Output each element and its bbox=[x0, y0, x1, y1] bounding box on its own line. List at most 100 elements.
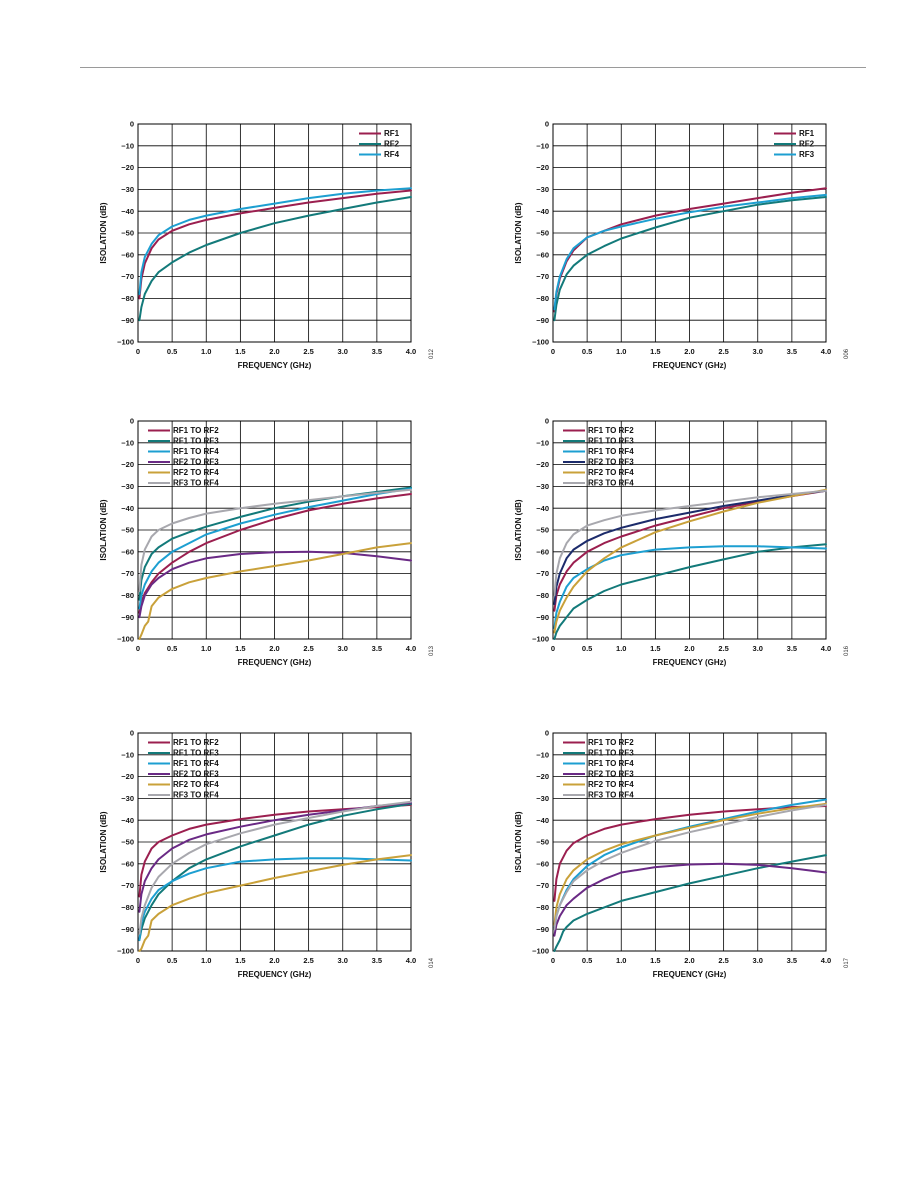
y-tick-label: −30 bbox=[536, 794, 549, 803]
x-tick-label: 0 bbox=[136, 347, 140, 356]
y-tick-label: −40 bbox=[536, 816, 549, 825]
x-tick-label: 2.5 bbox=[303, 956, 313, 965]
legend-label: RF1 TO RF2 bbox=[588, 426, 634, 435]
x-axis-label: FREQUENCY (GHz) bbox=[653, 361, 727, 370]
x-tick-label: 1.5 bbox=[235, 956, 245, 965]
y-tick-label: −10 bbox=[121, 141, 134, 150]
y-tick-label: −10 bbox=[536, 438, 549, 447]
header-rule bbox=[80, 67, 866, 68]
legend-label: RF1 bbox=[799, 129, 815, 138]
y-tick-label: −50 bbox=[121, 526, 134, 535]
series-line bbox=[138, 803, 412, 898]
chart-4: 0 0.5 1.0 1.5 2.0 2.5 3.0 3.5 4.0 0 −10 −20 −30 −40 −5… bbox=[505, 409, 865, 669]
legend-label: RF1 TO RF3 bbox=[588, 749, 634, 758]
series-line bbox=[138, 488, 412, 592]
y-tick-label: −60 bbox=[121, 250, 134, 259]
y-tick-label: −80 bbox=[121, 903, 134, 912]
y-tick-label: 0 bbox=[545, 120, 549, 129]
series-line bbox=[553, 489, 827, 606]
y-tick-label: −70 bbox=[121, 881, 134, 890]
x-tick-label: 2.0 bbox=[684, 644, 694, 653]
y-tick-label: −40 bbox=[536, 207, 549, 216]
x-axis-label: FREQUENCY (GHz) bbox=[238, 970, 312, 979]
x-tick-label: 1.0 bbox=[616, 644, 626, 653]
x-tick-label: 2.5 bbox=[718, 956, 728, 965]
x-tick-label: 4.0 bbox=[406, 347, 416, 356]
chart-3: 0 0.5 1.0 1.5 2.0 2.5 3.0 3.5 4.0 0 −10 −20 −30 −40 −5… bbox=[90, 409, 450, 669]
legend-label: RF2 TO RF3 bbox=[173, 458, 219, 467]
figure-id: 017 bbox=[844, 957, 850, 968]
y-axis-label: ISOLATION (dB) bbox=[514, 811, 523, 873]
x-tick-label: 3.5 bbox=[787, 644, 797, 653]
x-tick-label: 3.0 bbox=[753, 347, 763, 356]
series-line bbox=[553, 543, 827, 640]
y-tick-label: −10 bbox=[121, 438, 134, 447]
y-tick-label: −50 bbox=[536, 838, 549, 847]
x-tick-label: 1.5 bbox=[650, 956, 660, 965]
x-tick-label: 2.0 bbox=[269, 347, 279, 356]
y-tick-label: −50 bbox=[121, 838, 134, 847]
x-tick-label: 3.5 bbox=[787, 347, 797, 356]
series-line bbox=[138, 196, 412, 322]
series-line bbox=[553, 803, 827, 931]
y-tick-label: −100 bbox=[532, 635, 549, 644]
x-tick-label: 2.5 bbox=[718, 347, 728, 356]
x-axis-label: FREQUENCY (GHz) bbox=[238, 361, 312, 370]
y-tick-label: −30 bbox=[536, 482, 549, 491]
x-tick-label: 0.5 bbox=[582, 644, 592, 653]
x-tick-label: 4.0 bbox=[821, 347, 831, 356]
legend-label: RF3 TO RF4 bbox=[588, 791, 634, 800]
y-tick-label: 0 bbox=[130, 417, 134, 426]
series-line bbox=[553, 805, 827, 902]
x-tick-label: 2.0 bbox=[269, 956, 279, 965]
y-tick-label: −50 bbox=[121, 229, 134, 238]
x-tick-label: 0.5 bbox=[167, 644, 177, 653]
x-tick-label: 3.0 bbox=[753, 644, 763, 653]
y-tick-label: −30 bbox=[121, 185, 134, 194]
y-tick-label: −20 bbox=[121, 772, 134, 781]
y-tick-label: −30 bbox=[121, 482, 134, 491]
series-line bbox=[553, 196, 827, 322]
y-tick-label: −40 bbox=[536, 504, 549, 513]
y-tick-label: −60 bbox=[121, 547, 134, 556]
y-tick-label: −40 bbox=[121, 207, 134, 216]
legend-label: RF1 TO RF4 bbox=[588, 759, 634, 768]
y-axis-label: ISOLATION (dB) bbox=[99, 499, 108, 561]
y-axis-label: ISOLATION (dB) bbox=[99, 811, 108, 873]
y-tick-label: −60 bbox=[536, 547, 549, 556]
x-tick-label: 4.0 bbox=[821, 956, 831, 965]
y-tick-label: −90 bbox=[121, 925, 134, 934]
y-tick-label: −70 bbox=[536, 272, 549, 281]
figure-id: 016 bbox=[844, 645, 850, 656]
y-tick-label: 0 bbox=[130, 120, 134, 129]
x-tick-label: 1.5 bbox=[235, 644, 245, 653]
figure-id: 013 bbox=[429, 645, 435, 656]
legend-label: RF3 TO RF4 bbox=[173, 479, 219, 488]
x-tick-label: 3.5 bbox=[372, 956, 382, 965]
x-tick-label: 1.5 bbox=[650, 644, 660, 653]
y-tick-label: −70 bbox=[536, 881, 549, 890]
legend-label: RF1 TO RF3 bbox=[588, 437, 634, 446]
y-tick-label: −100 bbox=[117, 635, 134, 644]
series-line bbox=[553, 854, 827, 952]
series-line bbox=[138, 189, 412, 300]
y-tick-label: −100 bbox=[117, 947, 134, 956]
legend-label: RF1 TO RF4 bbox=[173, 447, 219, 456]
x-tick-label: 2.0 bbox=[684, 956, 694, 965]
x-axis-label: FREQUENCY (GHz) bbox=[653, 970, 727, 979]
y-tick-label: −20 bbox=[121, 163, 134, 172]
legend-label: RF2 TO RF3 bbox=[588, 458, 634, 467]
y-tick-label: −80 bbox=[536, 903, 549, 912]
x-tick-label: 0 bbox=[136, 644, 140, 653]
legend-label: RF3 TO RF4 bbox=[588, 479, 634, 488]
y-tick-label: −100 bbox=[532, 947, 549, 956]
series-line bbox=[138, 550, 412, 619]
y-tick-label: −80 bbox=[536, 294, 549, 303]
chart-6: 0 0.5 1.0 1.5 2.0 2.5 3.0 3.5 4.0 0 −10 −20 −30 −40 −5… bbox=[505, 721, 865, 981]
legend-label: RF2 bbox=[799, 140, 815, 149]
series-line bbox=[138, 854, 412, 952]
x-tick-label: 2.5 bbox=[303, 644, 313, 653]
legend-label: RF2 TO RF4 bbox=[173, 780, 219, 789]
series-line bbox=[553, 802, 827, 926]
y-tick-label: −20 bbox=[121, 460, 134, 469]
